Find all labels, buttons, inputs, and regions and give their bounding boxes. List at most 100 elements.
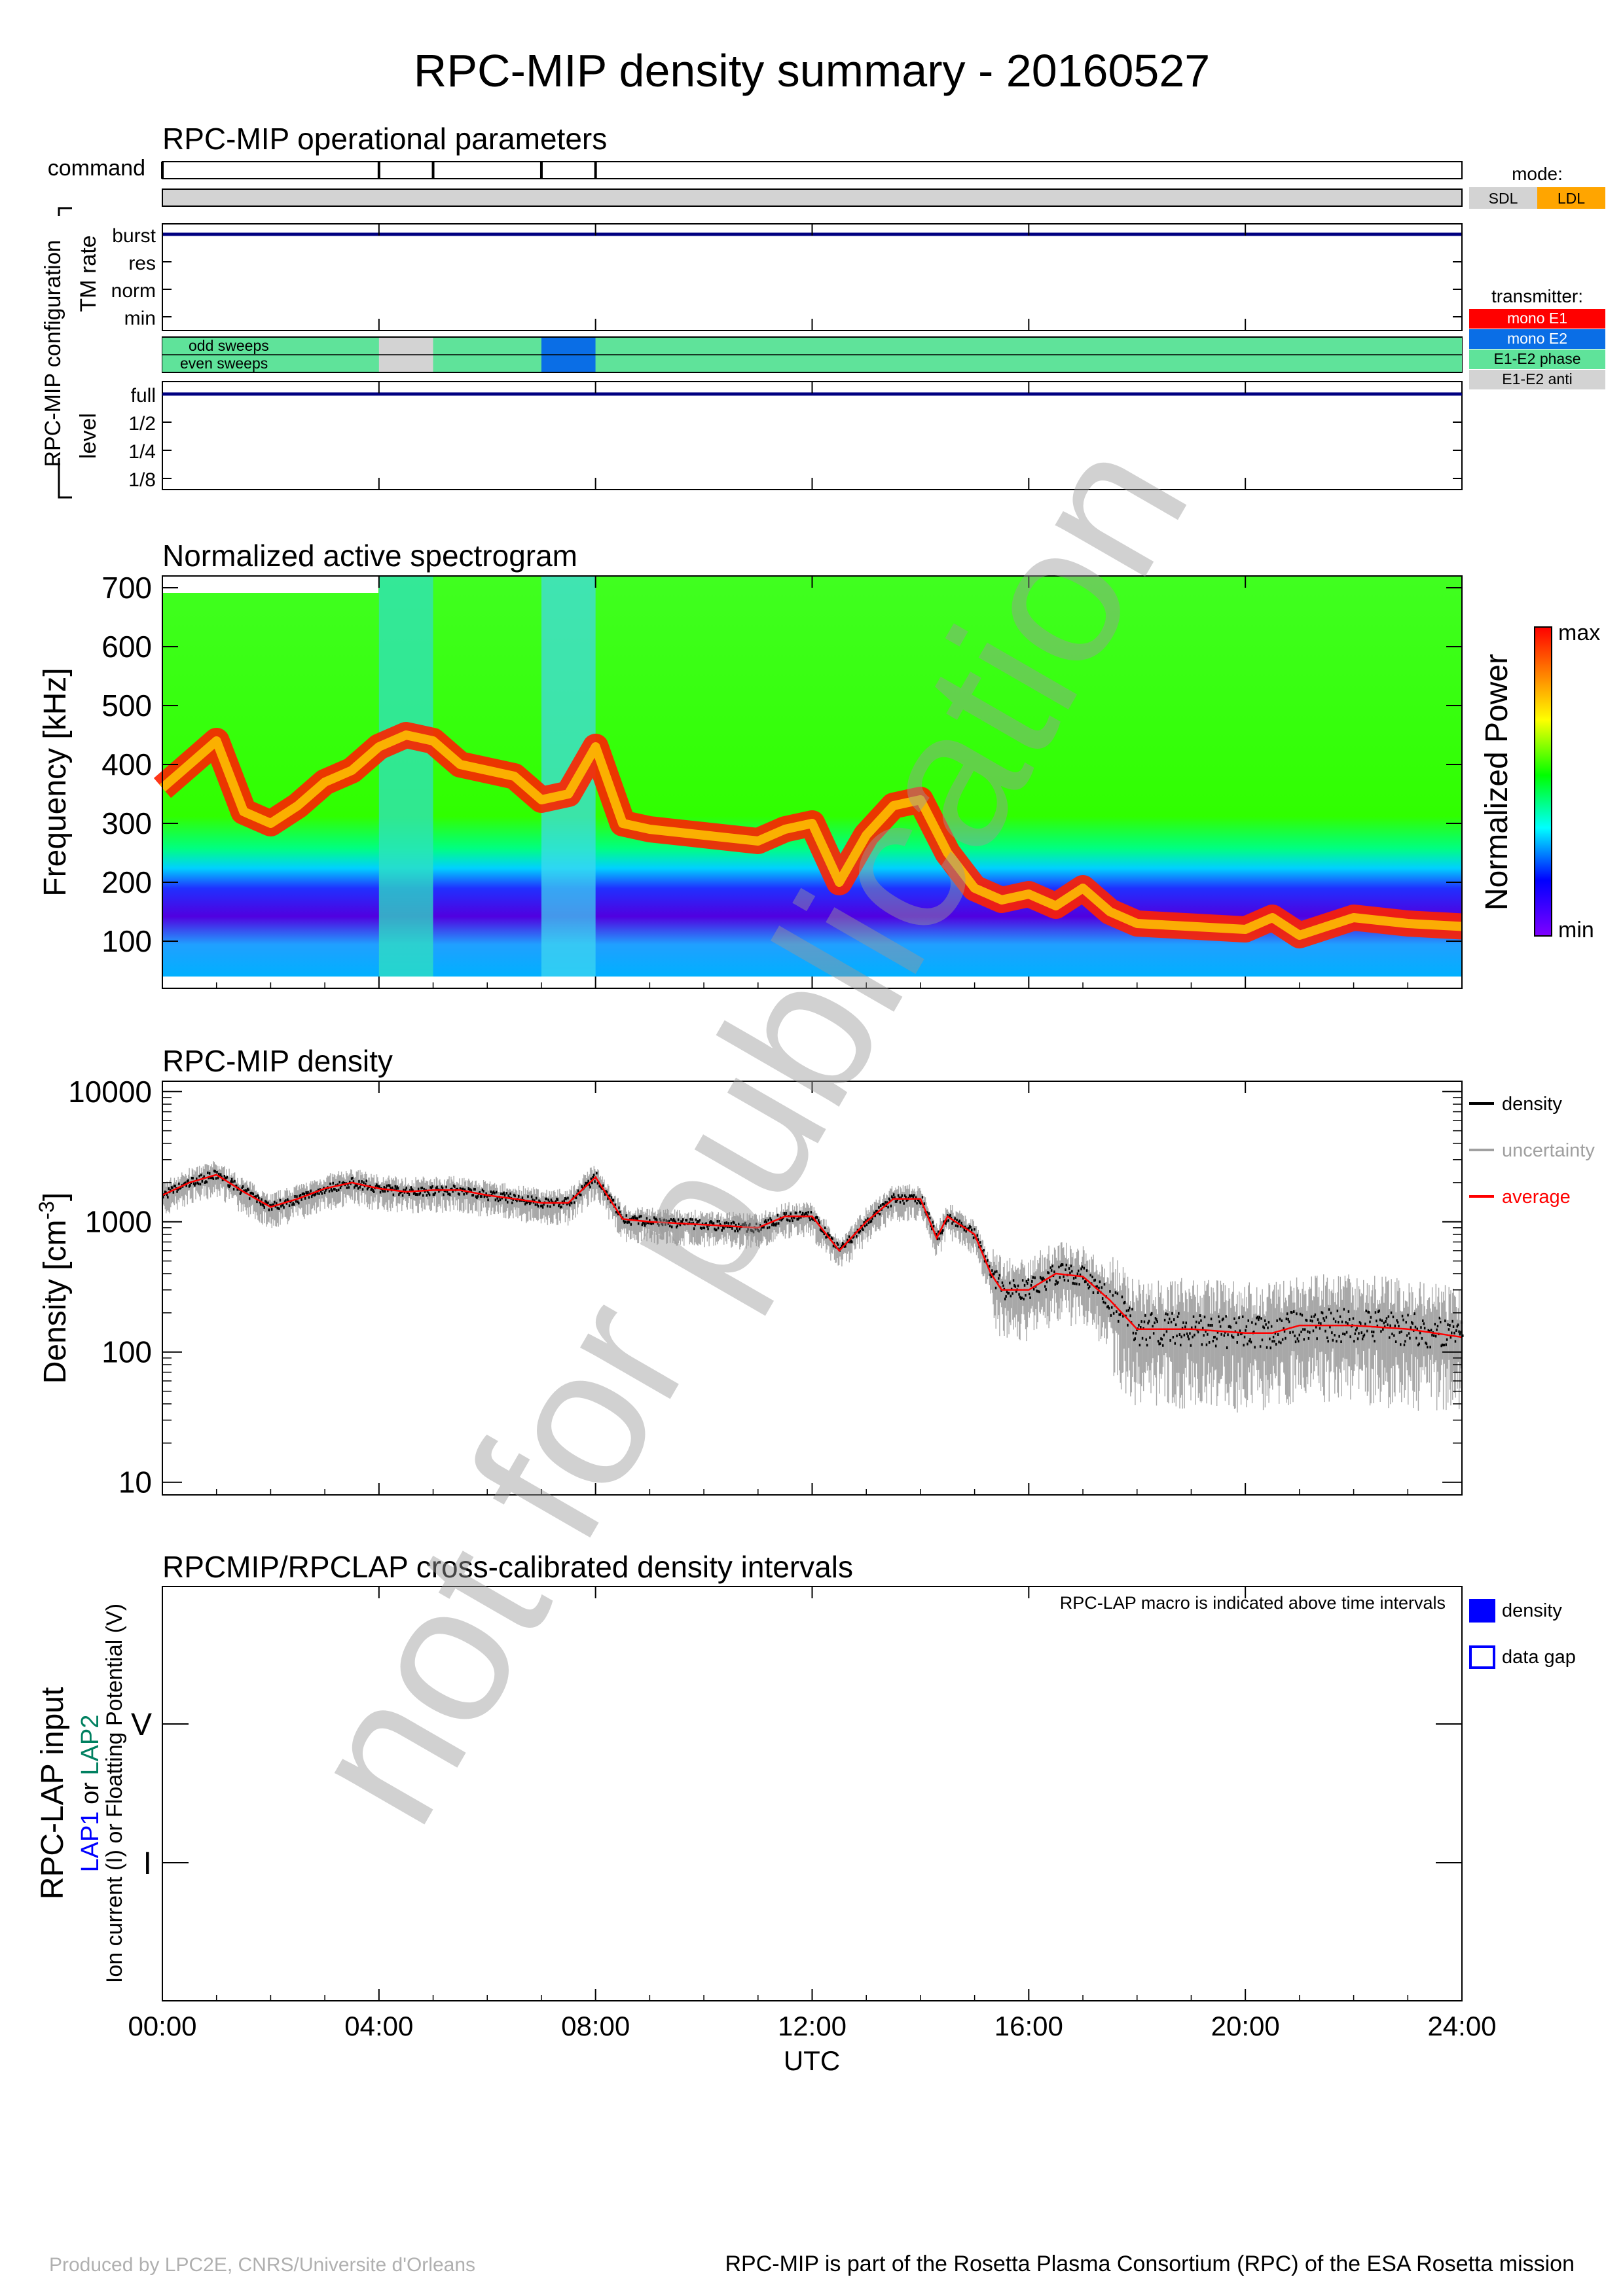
x-tick-label-1: 04:00 bbox=[344, 2011, 413, 2041]
spectrogram-ytick-label-300: 300 bbox=[101, 806, 152, 840]
lap-ytick-i: I bbox=[143, 1846, 152, 1881]
colorbar bbox=[1534, 626, 1552, 937]
transmitter-swatch-2 bbox=[1469, 350, 1605, 369]
density-average-line bbox=[162, 1174, 1463, 1338]
transmitter-label-3: E1-E2 anti bbox=[1502, 370, 1572, 387]
spectrogram-ytick-label-600: 600 bbox=[101, 630, 152, 664]
density-legend-label-2: average bbox=[1502, 1187, 1571, 1208]
spectrogram-ytick-label-500: 500 bbox=[101, 689, 152, 723]
lap-y-ticks bbox=[162, 1723, 1462, 1863]
footer-left: Produced by LPC2E, CNRS/Universite d'Orl… bbox=[49, 2254, 475, 2276]
density-title: RPC-MIP density bbox=[162, 1044, 393, 1078]
lap-legend-label-1: data gap bbox=[1502, 1647, 1576, 1668]
density-ytick-label-1000: 1000 bbox=[85, 1205, 152, 1239]
mode-label-ldl: LDL bbox=[1558, 190, 1585, 207]
density-legend-label-1: uncertainty bbox=[1502, 1140, 1595, 1161]
lap-title: RPCMIP/RPCLAP cross-calibrated density i… bbox=[162, 1550, 853, 1584]
density-ylabel: Density [cm-3] bbox=[35, 1193, 73, 1384]
spectrogram-ytick-label-200: 200 bbox=[101, 865, 152, 899]
x-tick-label-6: 24:00 bbox=[1427, 2011, 1496, 2041]
mode-swatch-ldl bbox=[1537, 187, 1605, 209]
colorbar-max: max bbox=[1558, 620, 1600, 645]
transmitter-swatch-0 bbox=[1469, 309, 1605, 329]
lap-ylabel-probes: LAP1 or LAP2 bbox=[77, 1715, 104, 1873]
lap-note: RPC-LAP macro is indicated above time in… bbox=[1060, 1593, 1446, 1613]
spectrogram-ytick-label-700: 700 bbox=[101, 571, 152, 605]
lap-ylabel-main: RPC-LAP input bbox=[35, 1687, 70, 1900]
level-2: 1/4 bbox=[128, 441, 156, 463]
mode-bar bbox=[162, 188, 1463, 207]
mode-label-sdl: SDL bbox=[1489, 190, 1518, 207]
tm-level-min: min bbox=[124, 308, 156, 329]
lap1-label: LAP1 bbox=[77, 1811, 104, 1872]
transmitter-swatch-1 bbox=[1469, 329, 1605, 349]
level-panel bbox=[162, 381, 1463, 490]
density-legend-label-0: density bbox=[1502, 1094, 1562, 1115]
density-ylabel-end: ] bbox=[38, 1193, 73, 1201]
x-tick-label-2: 08:00 bbox=[561, 2011, 630, 2041]
spectrogram-ridge-halo bbox=[159, 730, 1463, 940]
density-ylabel-main: Density [cm bbox=[38, 1220, 73, 1384]
x-tick-label-3: 12:00 bbox=[778, 2011, 847, 2041]
x-axis-label: UTC bbox=[784, 2045, 840, 2076]
lap-ylabel-sub: Ion current (I) or Floatting Potential (… bbox=[102, 1604, 127, 1983]
density-ytick-label-10: 10 bbox=[119, 1465, 152, 1499]
spectrogram-gap bbox=[162, 576, 378, 593]
tm-level-norm: norm bbox=[111, 280, 156, 302]
x-tick-label-4: 16:00 bbox=[994, 2011, 1063, 2041]
spectrogram-title: Normalized active spectrogram bbox=[162, 539, 577, 573]
mode-legend: SDL LDL bbox=[1469, 187, 1605, 209]
spectrogram-ylabel: Frequency [kHz] bbox=[38, 668, 73, 896]
figure-title: RPC-MIP density summary - 20160527 bbox=[414, 45, 1210, 96]
spectrogram-ytick-label-400: 400 bbox=[101, 747, 152, 781]
x-tick-label-0: 00:00 bbox=[128, 2011, 196, 2041]
lap-or-label: or bbox=[77, 1776, 104, 1812]
mode-legend-title: mode: bbox=[1512, 164, 1563, 184]
operational-title: RPC-MIP operational parameters bbox=[162, 122, 607, 156]
transmitter-swatch-3 bbox=[1469, 370, 1605, 389]
density-y-ticks: 10 100 1000 10000 bbox=[68, 1075, 1462, 1499]
config-bracket bbox=[58, 207, 72, 499]
spectrogram-y-ticks: 100 200 300 400 500 600 700 bbox=[101, 571, 1462, 958]
tm-rate-label: TM rate bbox=[76, 235, 101, 312]
spectrogram-bands bbox=[378, 576, 596, 977]
tm-level-res: res bbox=[128, 253, 156, 274]
mode-swatch-sdl bbox=[1469, 187, 1537, 209]
density-ylabel-sup: -3 bbox=[35, 1201, 58, 1219]
command-label: command bbox=[48, 156, 145, 181]
even-sweeps-label: even sweeps bbox=[180, 355, 268, 372]
level-label: level bbox=[76, 413, 101, 459]
lap-legend: density data gap bbox=[1469, 1599, 1576, 1669]
spectrogram-band-anti bbox=[378, 576, 433, 977]
level-3: 1/8 bbox=[128, 469, 156, 491]
transmitter-legend: mono E1 mono E2 E1-E2 phase E1-E2 anti bbox=[1469, 309, 1605, 389]
tm-rate-panel bbox=[162, 223, 1463, 331]
footer-right: RPC-MIP is part of the Rosetta Plasma Co… bbox=[725, 2251, 1575, 2276]
density-ytick-label-10000: 10000 bbox=[68, 1075, 152, 1109]
x-tick-label-5: 20:00 bbox=[1211, 2011, 1280, 2041]
transmitter-label-0: mono E1 bbox=[1507, 310, 1567, 327]
x-ticks bbox=[162, 224, 1463, 2001]
spectrogram-ytick-label-100: 100 bbox=[101, 924, 152, 958]
level-labels: full 1/2 1/4 1/8 bbox=[128, 385, 1462, 491]
config-group-label: RPC-MIP configuration bbox=[41, 240, 65, 467]
tm-level-burst: burst bbox=[112, 225, 156, 247]
transmitter-legend-title: transmitter: bbox=[1491, 286, 1583, 306]
colorbar-label: Normalized Power bbox=[1480, 654, 1514, 910]
odd-sweeps-label: odd sweeps bbox=[189, 337, 269, 354]
tm-level-labels: burst res norm min bbox=[111, 225, 1462, 329]
density-legend: density uncertainty average bbox=[1469, 1094, 1595, 1208]
spectrogram-plot bbox=[153, 576, 1463, 988]
level-1: 1/2 bbox=[128, 413, 156, 435]
lap-legend-swatch-density bbox=[1469, 1599, 1495, 1623]
colorbar-min: min bbox=[1558, 918, 1594, 942]
lap-ytick-v: V bbox=[131, 1708, 152, 1742]
lap2-label: LAP2 bbox=[77, 1715, 104, 1776]
transmitter-label-2: E1-E2 phase bbox=[1494, 350, 1581, 367]
level-0: full bbox=[131, 385, 156, 406]
density-ytick-label-100: 100 bbox=[101, 1335, 152, 1369]
transmitter-label-1: mono E2 bbox=[1507, 330, 1567, 347]
command-marks bbox=[161, 162, 597, 179]
lap-legend-label-0: density bbox=[1502, 1600, 1562, 1621]
